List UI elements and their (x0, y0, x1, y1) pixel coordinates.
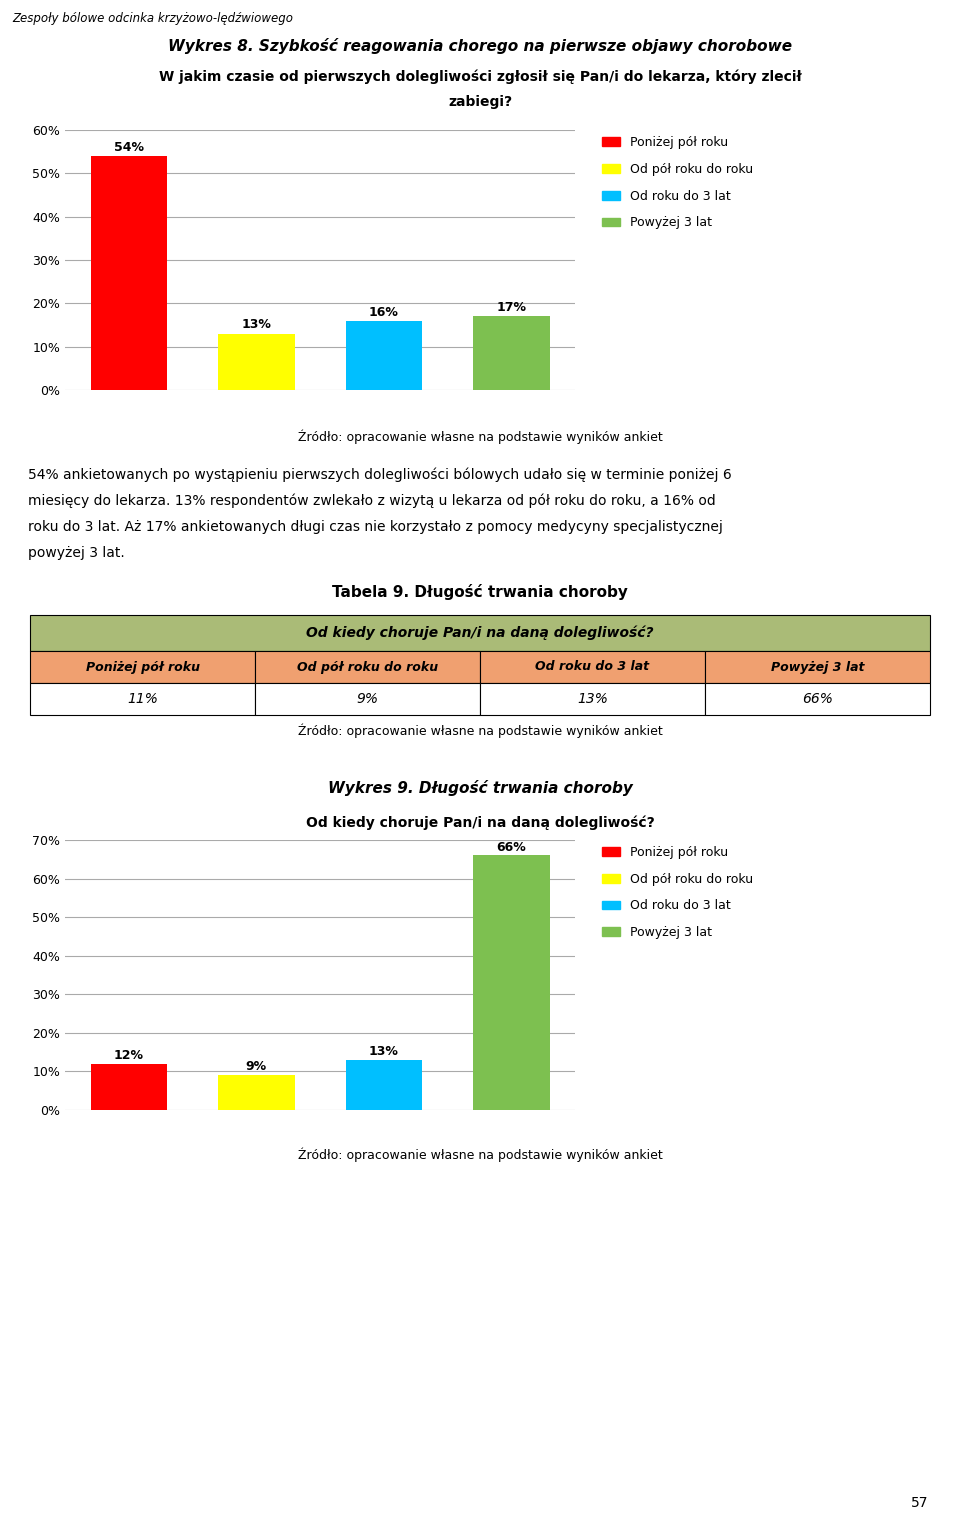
Legend: Poniżej pół roku, Od pół roku do roku, Od roku do 3 lat, Powyżej 3 lat: Poniżej pół roku, Od pół roku do roku, O… (596, 841, 758, 944)
Bar (473, 855, 549, 1110)
Text: 13%: 13% (241, 319, 271, 331)
Text: Poniżej pół roku: Poniżej pół roku (85, 661, 200, 673)
Bar (90, 1064, 167, 1110)
Text: Od roku do 3 lat: Od roku do 3 lat (536, 661, 650, 673)
Bar (473, 316, 549, 389)
Text: powyżej 3 lat.: powyżej 3 lat. (28, 547, 125, 560)
Text: 57: 57 (910, 1496, 928, 1510)
Text: Wykres 9. Długość trwania choroby: Wykres 9. Długość trwania choroby (327, 780, 633, 796)
Legend: Poniżej pół roku, Od pół roku do roku, Od roku do 3 lat, Powyżej 3 lat: Poniżej pół roku, Od pół roku do roku, O… (596, 131, 758, 234)
Text: Od pół roku do roku: Od pół roku do roku (297, 661, 438, 673)
Text: miesięcy do lekarza. 13% respondentów zwlekało z wizytą u lekarza od pół roku do: miesięcy do lekarza. 13% respondentów zw… (28, 495, 716, 508)
Text: Od kiedy choruje Pan/i na daną dolegliwość?: Od kiedy choruje Pan/i na daną dolegliwo… (305, 815, 655, 829)
Text: zabiegi?: zabiegi? (448, 95, 512, 108)
Bar (218, 1075, 295, 1110)
Text: 54% ankietowanych po wystąpieniu pierwszych dolegliwości bólowych udało się w te: 54% ankietowanych po wystąpieniu pierwsz… (28, 467, 732, 483)
Text: 9%: 9% (246, 1060, 267, 1073)
Text: Tabela 9. Długość trwania choroby: Tabela 9. Długość trwania choroby (332, 583, 628, 600)
Text: 16%: 16% (369, 305, 398, 319)
Bar (218, 334, 295, 389)
Text: roku do 3 lat. Aż 17% ankietowanych długi czas nie korzystało z pomocy medycyny : roku do 3 lat. Aż 17% ankietowanych dług… (28, 521, 723, 534)
Text: Wykres 8. Szybkość reagowania chorego na pierwsze objawy chorobowe: Wykres 8. Szybkość reagowania chorego na… (168, 38, 792, 53)
Text: Źródło: opracowanie własne na podstawie wyników ankiet: Źródło: opracowanie własne na podstawie … (298, 431, 662, 444)
Text: 54%: 54% (113, 140, 144, 154)
Text: 11%: 11% (127, 692, 158, 705)
Text: W jakim czasie od pierwszych dolegliwości zgłosił się Pan/i do lekarza, który zl: W jakim czasie od pierwszych dolegliwośc… (158, 70, 802, 84)
Text: 13%: 13% (369, 1044, 398, 1058)
Text: Od kiedy choruje Pan/i na daną dolegliwość?: Od kiedy choruje Pan/i na daną dolegliwo… (306, 626, 654, 640)
Text: 17%: 17% (496, 301, 526, 315)
Bar (346, 1060, 422, 1110)
Text: Źródło: opracowanie własne na podstawie wyników ankiet: Źródło: opracowanie własne na podstawie … (298, 724, 662, 739)
Text: 13%: 13% (577, 692, 608, 705)
Text: Powyżej 3 lat: Powyżej 3 lat (771, 661, 864, 673)
Text: Źródło: opracowanie własne na podstawie wyników ankiet: Źródło: opracowanie własne na podstawie … (298, 1148, 662, 1162)
Bar (346, 321, 422, 389)
Text: Zespoły bólowe odcinka krzyżowo-lędźwiowego: Zespoły bólowe odcinka krzyżowo-lędźwiow… (12, 12, 293, 24)
Text: 12%: 12% (113, 1049, 144, 1061)
Text: 9%: 9% (356, 692, 378, 705)
Text: 66%: 66% (802, 692, 833, 705)
Bar (90, 156, 167, 389)
Text: 66%: 66% (496, 840, 526, 854)
